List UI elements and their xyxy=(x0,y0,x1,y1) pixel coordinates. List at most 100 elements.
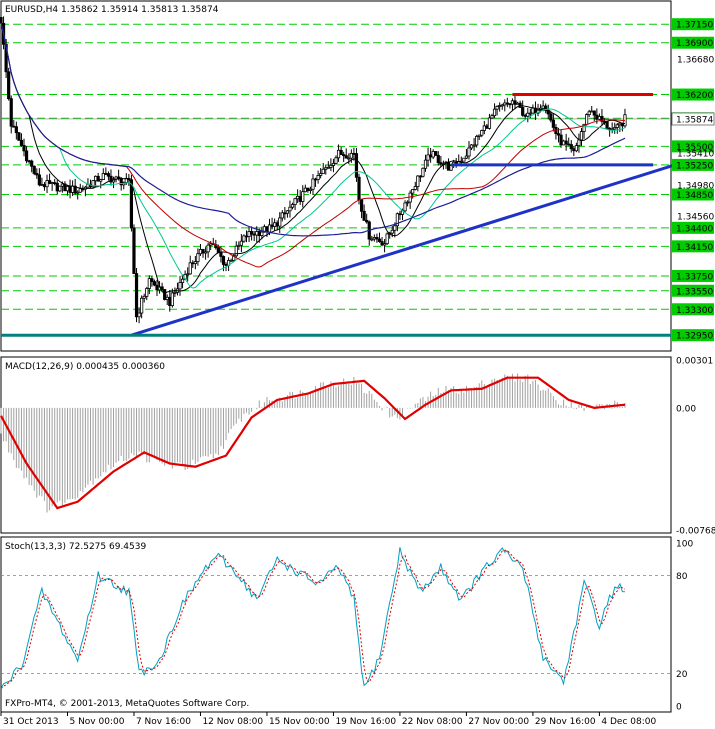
candle-body xyxy=(436,155,440,164)
candle-body xyxy=(352,152,356,155)
candle-body xyxy=(78,188,82,193)
candle-body xyxy=(556,133,561,136)
candle-body xyxy=(250,231,254,235)
candle-body xyxy=(500,104,504,107)
candle-body xyxy=(137,312,141,318)
candle-body xyxy=(421,167,425,177)
candle-body xyxy=(193,261,197,264)
candle-body xyxy=(91,180,95,188)
price-pane xyxy=(0,0,672,352)
candle-body xyxy=(398,213,402,216)
ma-fast-line xyxy=(0,23,625,295)
candle-body xyxy=(541,105,545,109)
price-tick-label: 1.36680 xyxy=(677,56,714,66)
candle-body xyxy=(142,295,146,299)
candle-body xyxy=(472,144,476,147)
price-level-tag xyxy=(672,158,714,171)
price-level-label: 1.37150 xyxy=(676,21,713,31)
candle-body xyxy=(32,165,36,174)
x-tick-label: 19 Nov 16:00 xyxy=(335,717,396,727)
candle-body xyxy=(334,157,338,164)
candle-body xyxy=(104,173,108,175)
candle-body xyxy=(24,150,29,162)
macd-axis: 0.00301 0.00 -0.007685 xyxy=(676,357,715,537)
ma-red-line xyxy=(0,23,626,268)
candle-body xyxy=(426,154,430,161)
candle-body xyxy=(359,199,364,212)
candle-body xyxy=(418,175,422,178)
candle-body xyxy=(582,123,586,132)
candle-body xyxy=(331,162,336,166)
candle-body xyxy=(382,243,387,246)
candle-body xyxy=(50,182,54,185)
candle-body xyxy=(487,117,492,129)
candle-body xyxy=(14,126,18,134)
candle-body xyxy=(303,187,307,193)
candle-body xyxy=(326,166,330,169)
candle-body xyxy=(590,110,594,113)
x-tick-label: 27 Nov 00:00 xyxy=(468,717,529,727)
candle-body xyxy=(528,112,532,115)
x-tick-label: 4 Dec 08:00 xyxy=(601,717,656,727)
candle-body xyxy=(134,273,139,318)
candle-body xyxy=(60,183,64,187)
candle-body xyxy=(490,115,494,119)
price-level-tag xyxy=(672,284,714,297)
candle-body xyxy=(22,145,26,152)
candle-body xyxy=(270,224,274,227)
candle-body xyxy=(73,185,77,194)
price-level-label: 1.36200 xyxy=(676,91,713,101)
candle-body xyxy=(477,134,481,137)
candle-body xyxy=(592,110,596,116)
candle-body xyxy=(526,112,530,117)
candle-body xyxy=(579,131,584,141)
price-level-tag xyxy=(672,188,714,201)
candle-body xyxy=(362,210,366,221)
candle-body xyxy=(615,124,619,128)
candle-body xyxy=(252,233,256,236)
candle-body xyxy=(411,189,415,194)
candle-body xyxy=(390,229,394,234)
candle-body xyxy=(173,291,177,294)
candle-body xyxy=(221,256,226,265)
price-tick-label: 1.35410 xyxy=(677,150,714,160)
candle-body xyxy=(285,210,290,214)
candle-body xyxy=(30,160,34,167)
candle-body xyxy=(101,173,105,180)
candle-body xyxy=(439,162,443,165)
candle-body xyxy=(247,231,251,237)
macd-signal xyxy=(0,376,626,510)
candle-body xyxy=(505,102,509,105)
candle-body xyxy=(196,253,200,263)
trendline xyxy=(130,158,692,337)
candle-body xyxy=(521,107,525,116)
candle-body xyxy=(336,149,341,159)
candle-body xyxy=(475,136,479,146)
candle-body xyxy=(365,219,369,223)
candle-body xyxy=(55,182,59,192)
candle-body xyxy=(219,252,223,257)
candle-body xyxy=(296,195,300,200)
candle-body xyxy=(206,244,210,253)
price-title: EURUSD,H4 1.35862 1.35914 1.35813 1.3587… xyxy=(5,5,219,15)
candle-body xyxy=(357,176,361,201)
candle-body xyxy=(375,237,379,240)
candle-body xyxy=(267,224,272,233)
candle-body xyxy=(377,238,382,242)
candle-body xyxy=(188,262,192,275)
candle-body xyxy=(306,187,310,191)
price-axis: 1.371501.369001.362001.358801.355001.352… xyxy=(671,18,715,342)
candle-body xyxy=(513,100,517,105)
candle-body xyxy=(191,262,195,265)
candle-body xyxy=(403,202,407,212)
candle-body xyxy=(147,278,151,289)
candle-body xyxy=(613,127,617,130)
candle-body xyxy=(280,212,284,219)
price-level-tag xyxy=(672,88,714,101)
candle-body xyxy=(551,119,555,128)
candle-body xyxy=(203,251,208,254)
x-tick-label: 5 Nov 00:00 xyxy=(69,717,124,727)
x-axis: 31 Oct 2013 5 Nov 00:00 7 Nov 16:00 12 Nov … xyxy=(0,712,656,727)
candle-body xyxy=(7,71,11,100)
copyright-text: FXPro-MT4, © 2001-2013, MetaQuotes Softw… xyxy=(5,699,249,709)
